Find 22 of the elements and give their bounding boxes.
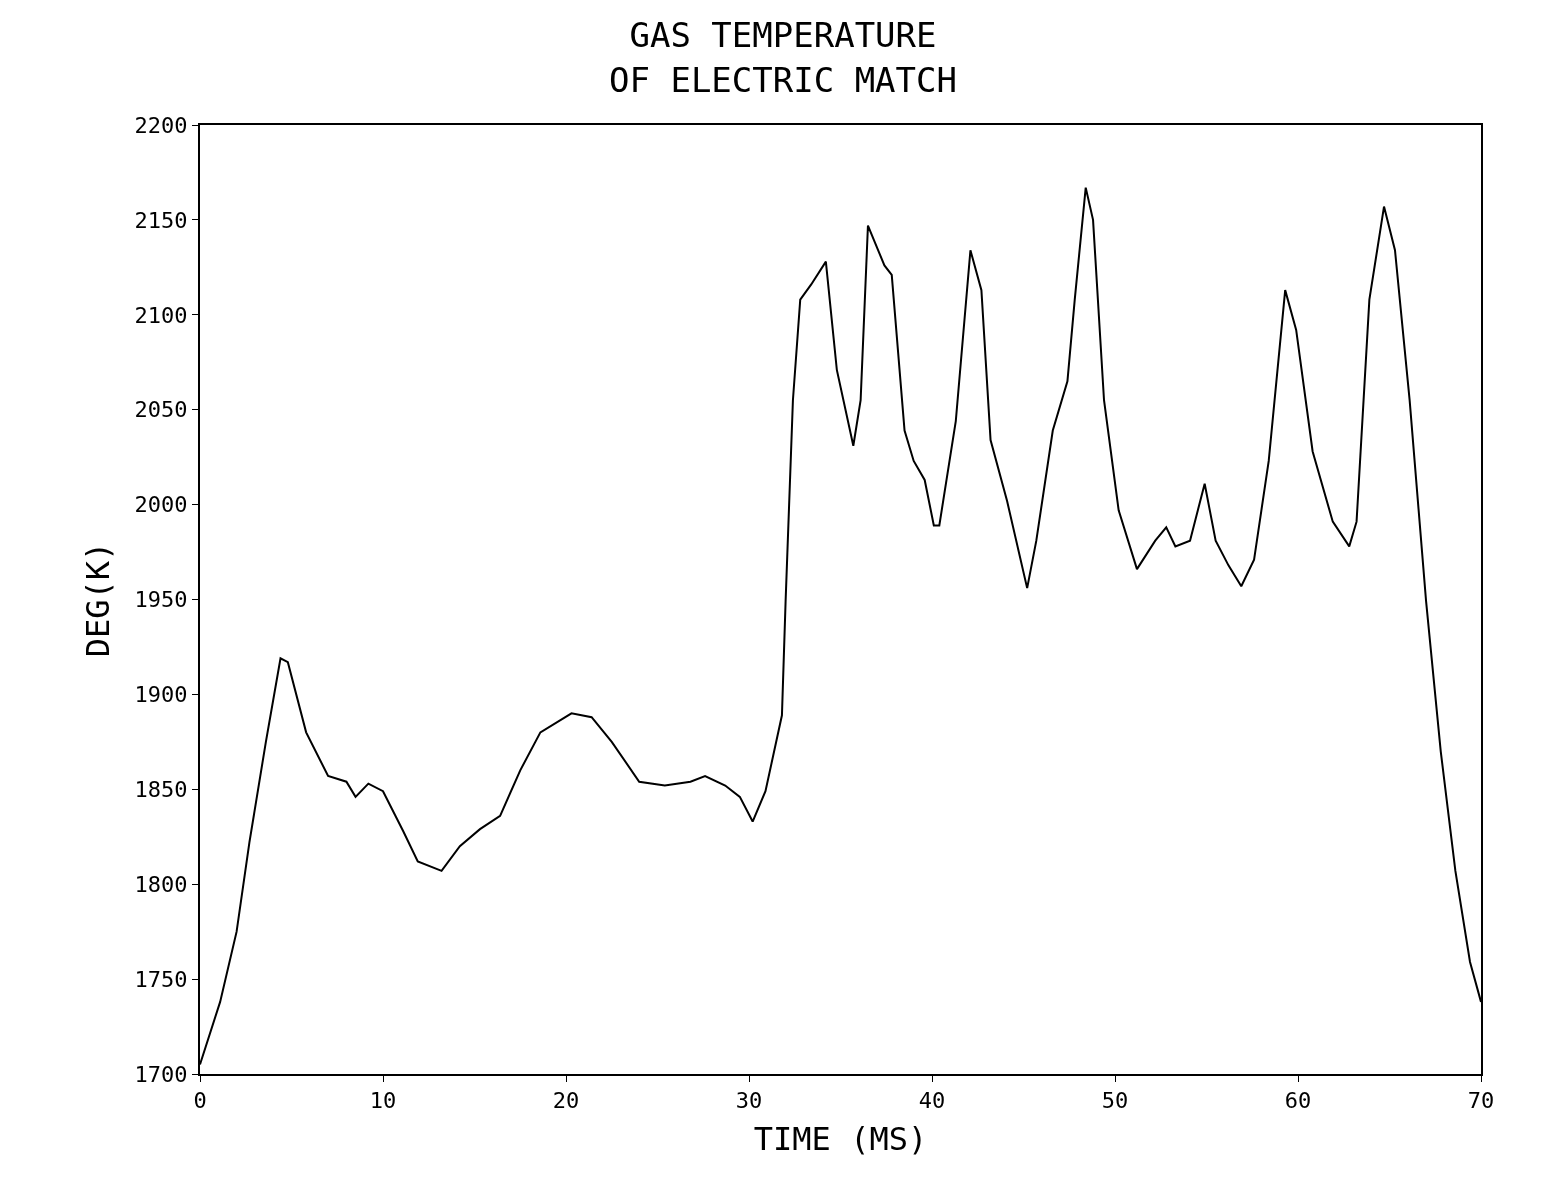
x-tick-label: 10	[369, 1088, 397, 1114]
y-tick-label: 1700	[134, 1061, 188, 1087]
y-tick-label: 2200	[134, 112, 188, 138]
y-tick-label: 1900	[134, 682, 188, 708]
y-tick-label: 2100	[134, 302, 188, 328]
x-tick-label: 0	[193, 1088, 207, 1114]
y-tick-label: 1850	[134, 777, 188, 802]
y-tick-label: 1750	[134, 966, 188, 992]
x-tick-label: 40	[918, 1088, 946, 1114]
y-axis-title: DEG(K)	[79, 541, 118, 658]
y-tick-label: 1800	[134, 871, 188, 897]
chart-title: GAS TEMPERATURE OF ELECTRIC MATCH	[609, 15, 957, 100]
y-tick-label: 2000	[134, 492, 188, 518]
x-tick-label: 50	[1101, 1088, 1129, 1114]
x-tick-label: 70	[1467, 1088, 1495, 1114]
y-tick-label: 2050	[134, 397, 188, 423]
x-axis-title: TIME (MS)	[753, 1119, 928, 1158]
y-tick-label: 2150	[134, 207, 188, 233]
x-tick-label: 30	[735, 1088, 763, 1114]
y-tick-label: 1950	[134, 587, 188, 613]
x-tick-label: 60	[1284, 1088, 1312, 1114]
x-tick-label: 20	[552, 1088, 580, 1114]
